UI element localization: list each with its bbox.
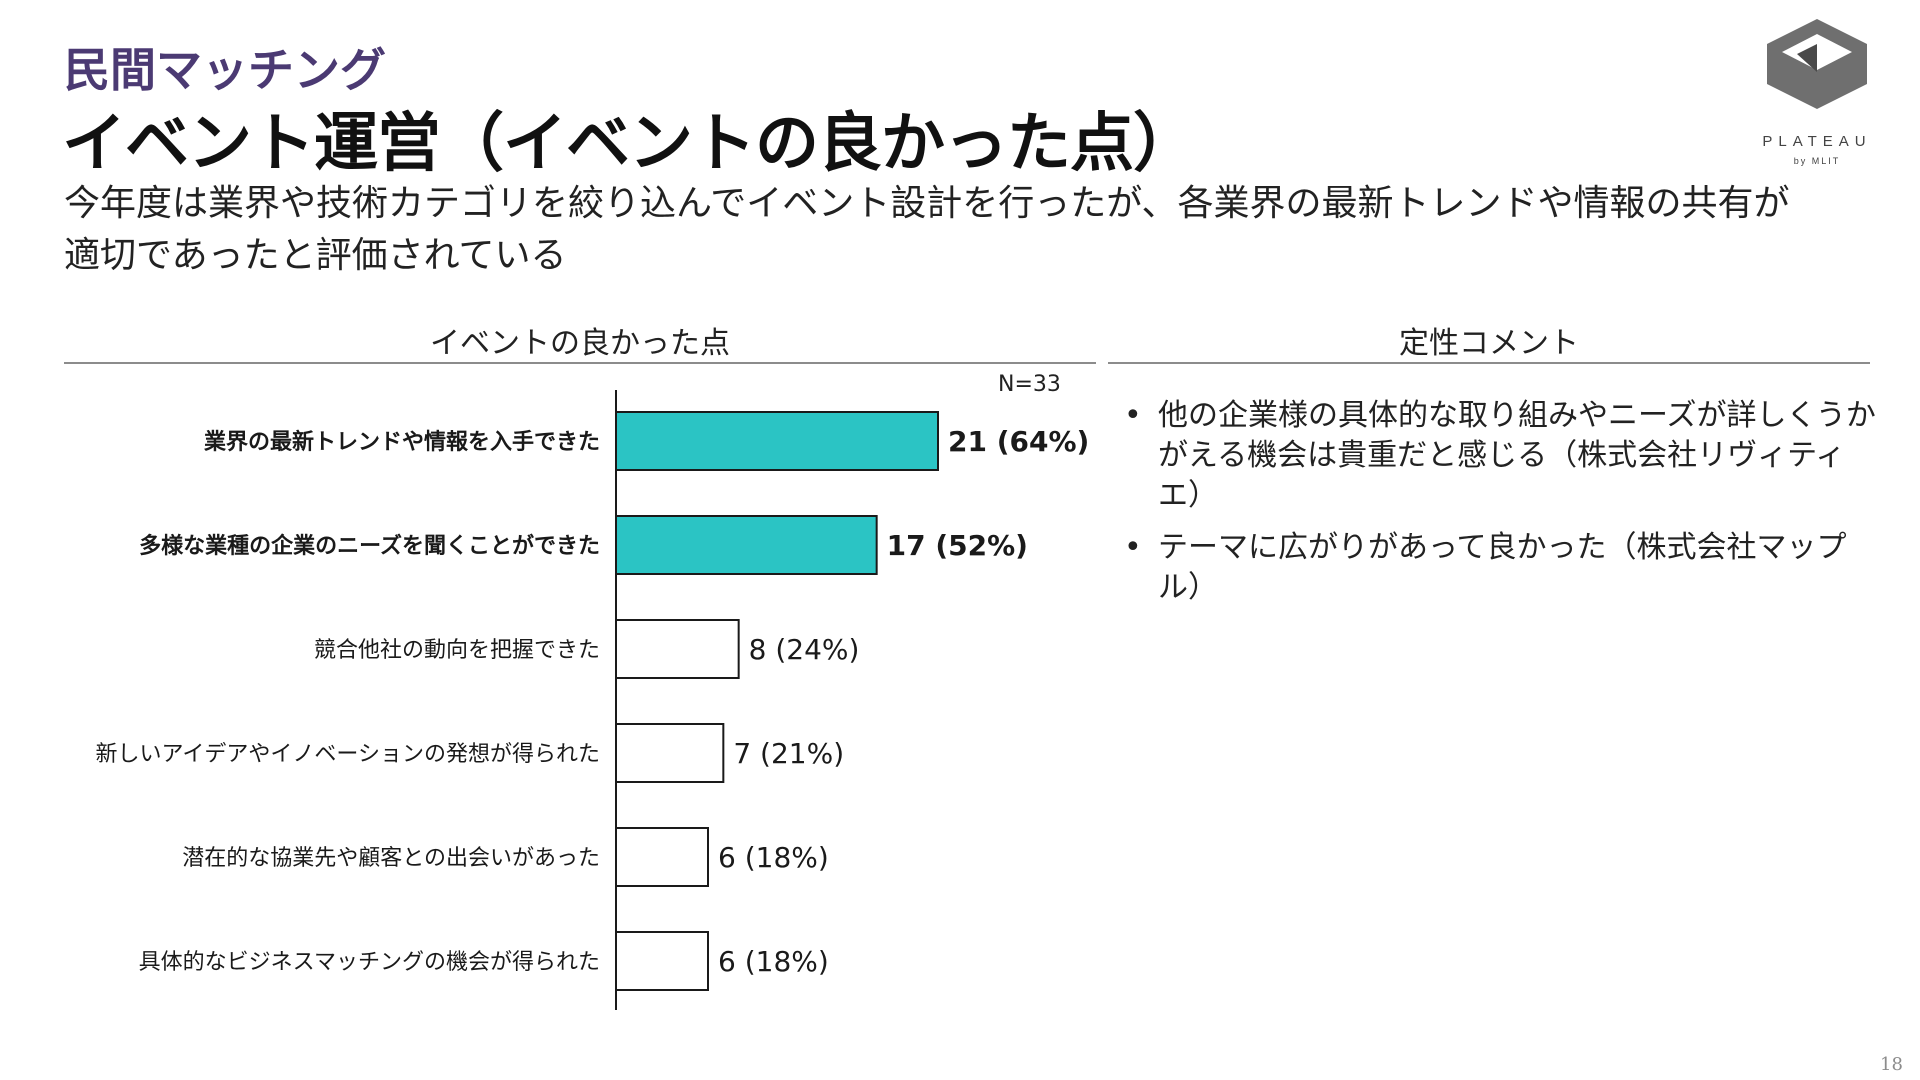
category-label: 新しいアイデアやイノベーションの発想が得られた (96, 742, 600, 767)
sample-size-label: N=33 (998, 372, 1061, 397)
comment-list: 他の企業様の具体的な取り組みやニーズが詳しくうかがえる機会は貴重だと感じる（株式… (1120, 396, 1880, 620)
section-label: 民間マッチング (64, 43, 386, 97)
data-label: 6 (18%) (718, 945, 829, 978)
page-title: イベント運営（イベントの良かった点） (62, 107, 1197, 181)
data-label: 7 (21%) (733, 737, 844, 770)
chart-panel-header: イベントの良かった点 (430, 326, 730, 361)
category-label: 潜在的な協業先や顧客との出会いがあった (182, 846, 600, 871)
bar (615, 827, 709, 887)
bar (615, 515, 878, 575)
data-label: 8 (24%) (749, 633, 860, 666)
category-label: 競合他社の動向を把握できた (314, 638, 600, 663)
comment-item: テーマに広がりがあって良かった（株式会社マップル） (1120, 528, 1880, 608)
data-label: 21 (64%) (948, 425, 1089, 458)
category-label: 具体的なビジネスマッチングの機会が得られた (139, 950, 600, 975)
comments-panel-divider (1108, 362, 1870, 364)
comment-item: 他の企業様の具体的な取り組みやニーズが詳しくうかがえる機会は貴重だと感じる（株式… (1120, 396, 1880, 516)
bar (615, 931, 709, 991)
page-number: 18 (1880, 1054, 1903, 1075)
chart-panel-divider (64, 362, 1096, 364)
logo-byline: by MLIT (1794, 156, 1841, 166)
bar (615, 411, 939, 471)
data-label: 6 (18%) (718, 841, 829, 874)
bar (615, 723, 725, 783)
data-label: 17 (52%) (887, 529, 1028, 562)
comments-panel-header: 定性コメント (1399, 326, 1579, 361)
plateau-cube-logo-icon: PLATEAU by MLIT (1762, 19, 1871, 166)
bar-chart: 業界の最新トレンドや情報を入手できた 21 (64%) 多様な業種の企業のニーズを聞… (96, 390, 1089, 1010)
bar (615, 619, 740, 679)
logo-wordmark: PLATEAU (1762, 133, 1871, 150)
category-label: 多様な業種の企業のニーズを聞くことができた (139, 533, 600, 559)
category-label: 業界の最新トレンドや情報を入手できた (204, 429, 600, 455)
page-subtitle: 今年度は業界や技術カテゴリを絞り込んでイベント設計を行ったが、各業界の最新トレン… (64, 183, 1790, 276)
